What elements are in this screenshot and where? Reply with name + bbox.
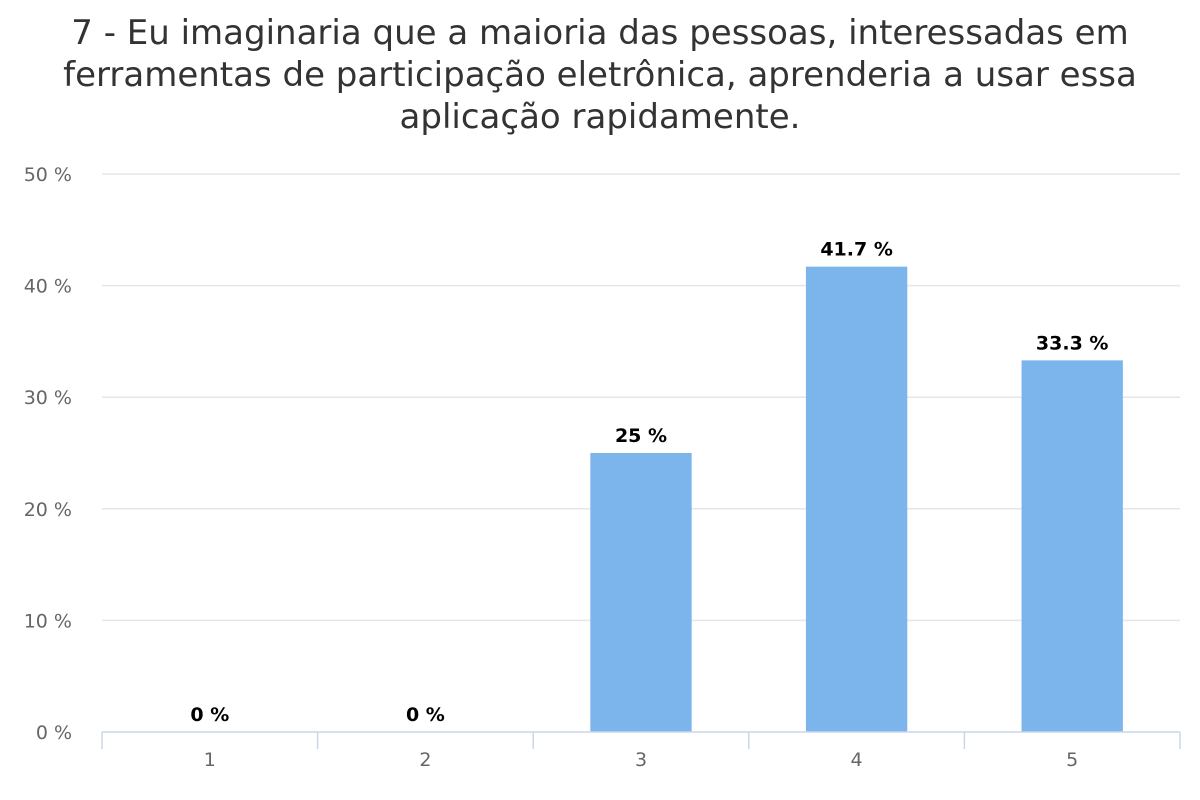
data-label: 0 % <box>190 704 229 726</box>
y-tick-label: 10 % <box>24 610 72 632</box>
x-tick-label: 2 <box>419 749 431 771</box>
bar <box>590 453 692 732</box>
chart-title: 7 - Eu imaginaria que a maioria das pess… <box>63 13 1137 137</box>
y-gridlines <box>102 173 1180 622</box>
x-tick-label: 4 <box>851 749 863 771</box>
y-tick-labels: 0 % 10 % 20 % 30 % 40 % 50 % <box>24 164 72 744</box>
x-axis <box>101 731 1181 749</box>
data-labels: 0 % 0 % 25 % 41.7 % 33.3 % <box>190 239 1108 726</box>
bar <box>1021 360 1123 732</box>
y-tick-label: 0 % <box>36 722 72 744</box>
data-label: 25 % <box>615 425 667 447</box>
y-tick-label: 40 % <box>24 276 72 298</box>
data-label: 41.7 % <box>820 239 893 261</box>
x-tick-labels: 1 2 3 4 5 <box>204 749 1078 771</box>
y-tick-label: 20 % <box>24 499 72 521</box>
y-tick-label: 50 % <box>24 164 72 186</box>
x-tick-label: 1 <box>204 749 216 771</box>
bars <box>590 266 1123 732</box>
bar <box>805 266 908 732</box>
y-tick-label: 30 % <box>24 387 72 409</box>
data-label: 33.3 % <box>1036 332 1109 354</box>
x-tick-label: 3 <box>635 749 647 771</box>
x-tick-label: 5 <box>1066 749 1078 771</box>
data-label: 0 % <box>406 704 445 726</box>
